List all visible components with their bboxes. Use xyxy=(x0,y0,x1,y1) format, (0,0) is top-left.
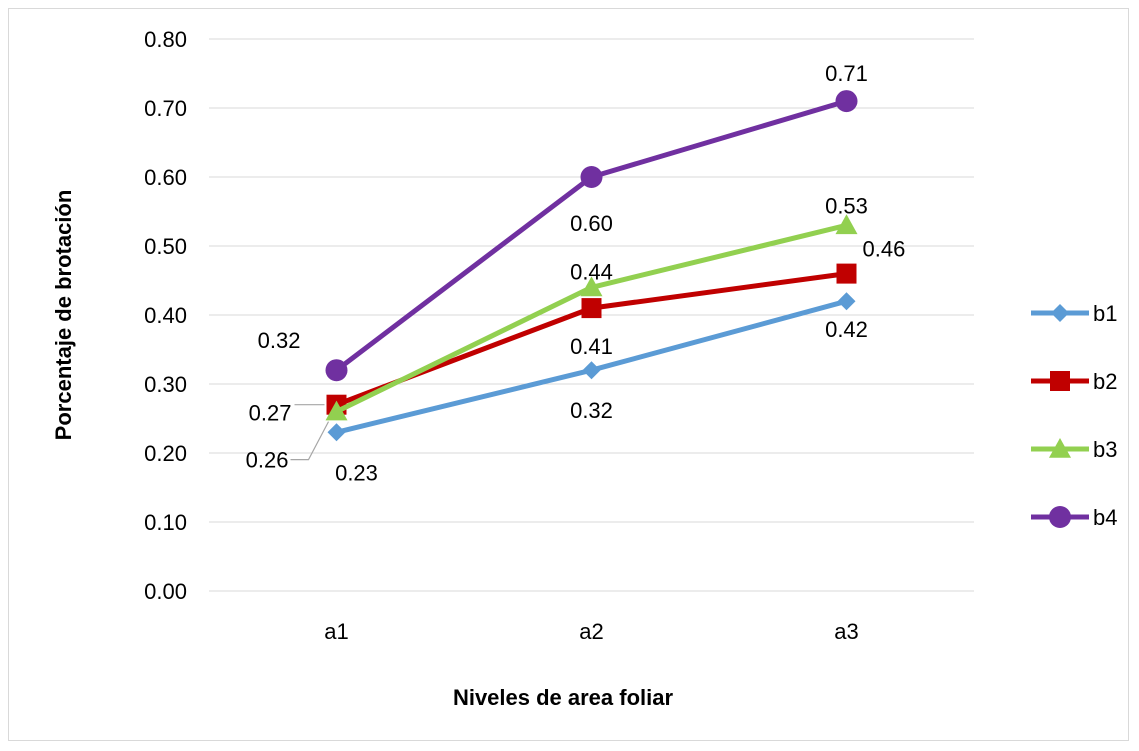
legend-item-b2: b2 xyxy=(1031,369,1117,394)
y-tick-label: 0.70 xyxy=(144,96,187,121)
data-label-b2-a1: 0.27 xyxy=(249,401,292,426)
data-point-b2-a2 xyxy=(581,298,602,319)
series-layer xyxy=(325,90,858,442)
data-point-b3-a1 xyxy=(325,400,348,421)
data-label-b1-a3: 0.42 xyxy=(825,317,868,342)
x-axis-tick-labels: a1 a2 a3 xyxy=(324,619,858,644)
data-labels: 0.23 0.32 0.42 0.27 0.41 0.46 0.26 0.44 0.53 0.32… xyxy=(246,61,906,485)
data-label-b4-a2: 0.60 xyxy=(570,211,613,236)
data-point-b3-a3 xyxy=(835,214,858,235)
legend-swatch-marker xyxy=(1049,506,1071,528)
y-tick-label: 0.40 xyxy=(144,303,187,328)
data-label-b1-a1: 0.23 xyxy=(335,460,378,485)
x-tick-label: a1 xyxy=(324,619,348,644)
series-b4 xyxy=(325,90,858,382)
legend-item-b1: b1 xyxy=(1031,301,1117,326)
data-label-b2-a3: 0.46 xyxy=(863,237,906,262)
y-axis-title: Porcentaje de brotación xyxy=(51,190,76,441)
legend: b1 b2 b3 b4 xyxy=(1031,301,1117,530)
data-point-b4-a1 xyxy=(325,359,348,382)
chart-area: 0.00 0.10 0.20 0.30 0.40 0.50 0.60 0.70 0.80 a1 a… xyxy=(8,8,1129,741)
x-tick-label: a3 xyxy=(834,619,858,644)
legend-swatch-marker xyxy=(1050,371,1070,391)
line-chart: 0.000.100.200.300.400.500.600.700.80 a1 a… xyxy=(51,27,1117,710)
legend-item-b4: b4 xyxy=(1031,505,1117,530)
data-label-b3-a1: 0.26 xyxy=(246,448,289,473)
legend-label: b1 xyxy=(1093,301,1117,326)
x-tick-label: a2 xyxy=(579,619,603,644)
y-axis-tick-labels: 0.00 0.10 0.20 0.30 0.40 0.50 0.60 0.70 0.80 xyxy=(144,27,187,604)
legend-label: b2 xyxy=(1093,369,1117,394)
y-tick-label: 0.50 xyxy=(144,234,187,259)
legend-item-b3: b3 xyxy=(1031,437,1117,462)
data-label-b3-a2: 0.44 xyxy=(570,259,613,284)
data-label-b4-a3: 0.71 xyxy=(825,61,868,86)
data-point-b4-a2 xyxy=(580,166,603,188)
data-label-b4-a1: 0.32 xyxy=(258,328,301,353)
legend-label: b3 xyxy=(1093,437,1117,462)
data-point-b1-a1 xyxy=(327,423,346,442)
data-label-b3-a3: 0.53 xyxy=(825,193,868,218)
legend-swatch-marker xyxy=(1049,438,1071,458)
x-axis-title: Niveles de area foliar xyxy=(453,685,674,710)
series-b3 xyxy=(325,214,858,421)
y-tick-label: 0.10 xyxy=(144,510,187,535)
y-tick-label: 0.30 xyxy=(144,372,187,397)
y-tick-label: 0.80 xyxy=(144,27,187,52)
data-point-b2-a3 xyxy=(836,263,857,284)
data-point-b1-a3 xyxy=(837,292,856,311)
leader-line-b3-a1 xyxy=(290,421,330,461)
data-point-b1-a2 xyxy=(582,361,601,380)
data-label-b1-a2: 0.32 xyxy=(570,398,613,423)
legend-swatch-marker xyxy=(1051,304,1069,322)
series-b1 xyxy=(327,292,856,442)
data-point-b4-a3 xyxy=(835,90,858,113)
y-tick-label: 0.60 xyxy=(144,165,187,190)
y-tick-label: 0.20 xyxy=(144,441,187,466)
data-label-b2-a2: 0.41 xyxy=(570,334,613,359)
y-tick-label: 0.00 xyxy=(144,579,187,604)
legend-label: b4 xyxy=(1093,505,1117,530)
data-point-b3-a2 xyxy=(580,276,603,297)
